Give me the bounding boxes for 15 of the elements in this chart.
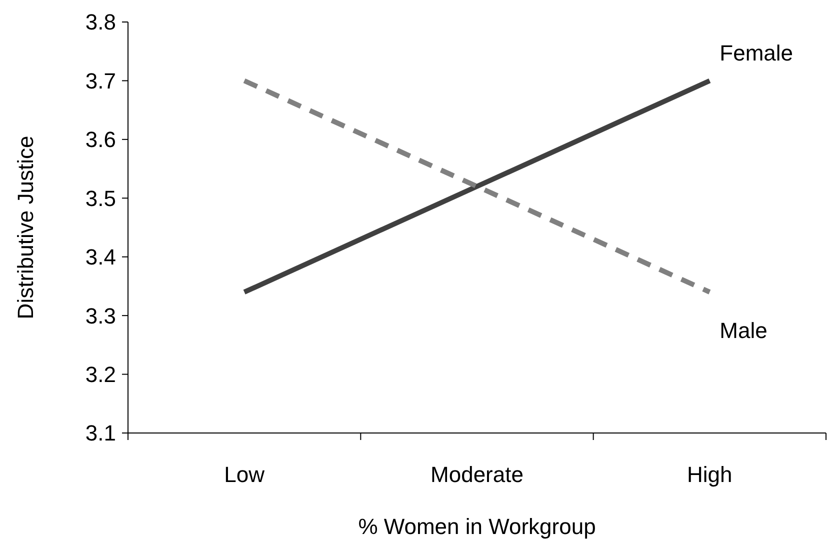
y-tick-label: 3.1 — [85, 420, 116, 446]
y-tick-label: 3.7 — [85, 68, 116, 94]
y-axis-title: Distributive Justice — [13, 136, 38, 320]
x-tick-label: Moderate — [430, 462, 524, 487]
x-tick-label: Low — [224, 462, 265, 487]
y-tick-label: 3.4 — [85, 244, 116, 270]
series-label: Female — [720, 40, 794, 66]
y-tick-label: 3.5 — [85, 186, 116, 211]
series-label: Male — [720, 318, 768, 344]
x-tick-label: High — [687, 462, 732, 487]
y-tick-label: 3.3 — [85, 303, 116, 328]
y-tick-label: 3.8 — [85, 10, 116, 35]
x-axis-title: % Women in Workgroup — [358, 514, 596, 539]
y-tick-label: 3.6 — [85, 127, 116, 152]
y-tick-label: 3.2 — [85, 362, 116, 387]
